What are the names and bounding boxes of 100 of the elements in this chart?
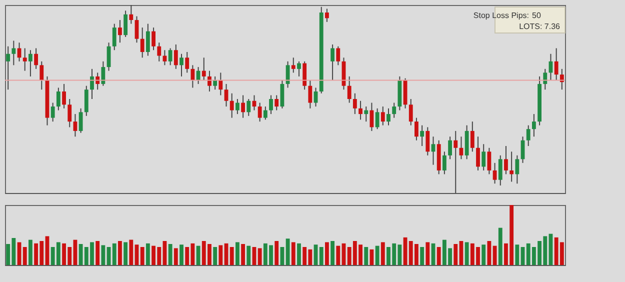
candlestick [152, 27, 156, 51]
candlestick [386, 108, 390, 126]
candlestick [286, 60, 290, 88]
bar [364, 247, 368, 265]
bar [498, 228, 502, 265]
candlestick [73, 114, 78, 138]
bar [330, 241, 335, 265]
candlestick [213, 76, 218, 90]
bar [140, 247, 144, 265]
bar [336, 246, 340, 265]
annotation: LOTS: 7.36 [519, 22, 561, 31]
candlestick [263, 106, 268, 120]
bar [375, 246, 380, 265]
candlestick [380, 106, 385, 126]
candlestick [375, 108, 380, 130]
candlestick [34, 48, 38, 70]
candlestick [492, 162, 497, 184]
bar [325, 242, 329, 265]
candlestick [12, 40, 16, 66]
candlestick [274, 94, 279, 111]
candlestick [510, 151, 514, 182]
candlestick [56, 87, 60, 111]
candlestick [269, 94, 273, 115]
candlestick [526, 124, 530, 146]
candlestick [314, 87, 318, 108]
bar [180, 244, 184, 265]
candlestick [554, 48, 558, 81]
candlestick [168, 48, 172, 66]
candlestick [336, 46, 340, 66]
candlestick [504, 146, 508, 175]
bar [515, 244, 520, 265]
candlestick [515, 154, 520, 184]
candlestick [498, 154, 502, 186]
bar [297, 243, 301, 265]
candlestick [208, 70, 212, 92]
candlestick [185, 52, 190, 74]
candlestick [174, 44, 178, 70]
bar [314, 244, 318, 265]
candlestick [532, 114, 536, 138]
candlestick [134, 16, 139, 44]
bar [96, 241, 100, 265]
bar [280, 247, 284, 265]
candlestick [241, 94, 245, 118]
candlestick [448, 136, 452, 160]
candlestick [28, 50, 32, 77]
candlestick [482, 144, 486, 171]
bar [258, 248, 262, 265]
bar [487, 241, 492, 265]
candlestick [258, 102, 262, 122]
candlestick [454, 130, 458, 194]
candlestick [157, 42, 162, 62]
bar [213, 247, 218, 265]
candlestick [202, 57, 206, 81]
annotation: 50 [532, 11, 542, 20]
candlestick [235, 98, 240, 115]
bar [168, 244, 172, 265]
candlestick [246, 98, 251, 116]
candlestick [78, 108, 83, 134]
bar [286, 238, 290, 265]
bar [380, 242, 385, 265]
bar [174, 248, 178, 265]
candlestick [543, 68, 548, 90]
candlestick [50, 102, 55, 122]
candlestick [224, 83, 228, 108]
bar [218, 245, 223, 265]
candlestick [190, 64, 195, 88]
candlestick [280, 80, 284, 109]
bar [454, 244, 458, 265]
candlestick [230, 92, 234, 118]
bar [274, 241, 279, 265]
candlestick [302, 60, 307, 90]
bar [420, 247, 424, 265]
bar [129, 240, 134, 265]
candlestick [146, 23, 150, 56]
bar [134, 244, 139, 265]
candlestick [17, 42, 22, 62]
candlestick [68, 98, 72, 128]
candlestick [352, 92, 357, 115]
bar [464, 242, 469, 265]
candlestick [291, 57, 296, 74]
candlestick [218, 72, 223, 96]
bar [22, 247, 27, 265]
bar [436, 247, 441, 265]
candlestick [84, 85, 88, 116]
candlestick [140, 27, 144, 58]
bar [291, 242, 296, 265]
bar [124, 242, 128, 265]
bar [246, 246, 251, 265]
candlestick [297, 60, 301, 77]
bar [17, 242, 22, 265]
bar [112, 243, 116, 265]
bar [241, 244, 245, 265]
candlestick [180, 53, 184, 77]
bar [118, 241, 122, 265]
candlestick [325, 8, 329, 22]
bar [45, 236, 50, 265]
bar [319, 247, 324, 265]
bar [235, 242, 240, 265]
bar [101, 245, 106, 265]
annotation: Stop Loss Pips: [473, 11, 529, 20]
